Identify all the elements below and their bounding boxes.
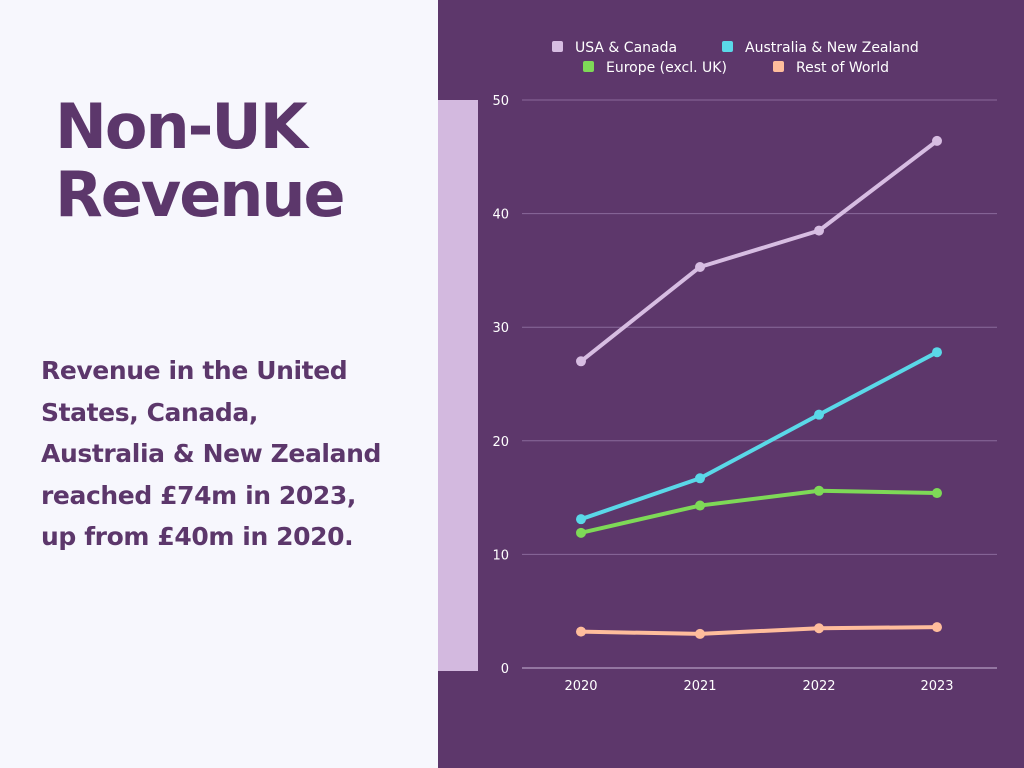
legend-swatch — [722, 41, 733, 52]
x-tick-label: 2022 — [802, 679, 835, 694]
page-title-line-1: Non-UK — [55, 90, 308, 163]
legend-label: Europe (excl. UK) — [606, 60, 727, 76]
legend-label: Rest of World — [796, 60, 889, 76]
series-4-point — [814, 623, 824, 634]
series-3-point — [932, 488, 942, 499]
series-line-2 — [579, 350, 939, 522]
series-3-point — [814, 485, 824, 496]
grid-lines — [522, 99, 997, 669]
series-1-point — [814, 225, 824, 236]
series-line-4 — [579, 625, 939, 636]
summary-line-2: States, Canada, — [41, 397, 258, 427]
chart-legend: USA & Canada Australia & New Zealand Europ… — [552, 40, 919, 76]
series-2-point — [695, 473, 705, 484]
x-tick-label: 2020 — [564, 679, 597, 694]
series-line-1 — [579, 138, 939, 364]
summary-line-1: Revenue in the United — [41, 356, 348, 385]
series-4-point — [576, 626, 586, 637]
left-panel: Non-UK Revenue Revenue in the United Sta… — [0, 0, 438, 768]
legend-label: USA & Canada — [575, 40, 677, 56]
summary-line-5: up from £40m in 2020. — [41, 522, 354, 551]
summary-text: Revenue in the United States, Canada, Au… — [41, 350, 431, 558]
series-1-point — [932, 135, 942, 146]
legend-swatch — [583, 61, 594, 72]
series-lines — [576, 135, 942, 639]
y-tick-label: 30 — [492, 321, 509, 336]
axis-labels: 0 10 20 30 40 50 2020 2021 2022 2023 — [492, 94, 953, 694]
page-title: Non-UK Revenue — [55, 93, 425, 229]
series-3-point — [695, 500, 705, 511]
legend-swatch — [773, 61, 784, 72]
series-line-3 — [579, 488, 939, 535]
y-tick-label: 0 — [501, 662, 509, 677]
legend-swatch — [552, 41, 563, 52]
series-4-point — [932, 622, 942, 633]
summary-line-4: reached £74m in 2023, — [41, 480, 357, 510]
y-tick-label: 40 — [492, 208, 509, 223]
y-tick-label: 10 — [492, 548, 509, 563]
series-1-point — [576, 356, 586, 367]
legend-label: Australia & New Zealand — [745, 40, 919, 56]
y-tick-label: 20 — [492, 435, 509, 450]
accent-bar — [438, 100, 478, 671]
y-tick-label: 50 — [492, 94, 509, 109]
summary-line-3: Australia & New Zealand — [41, 439, 381, 468]
chart-panel — [438, 0, 1024, 768]
series-2-point — [814, 409, 824, 420]
series-4-point — [695, 628, 705, 639]
page-title-line-2: Revenue — [55, 158, 346, 231]
x-tick-label: 2023 — [920, 679, 953, 694]
series-3-point — [576, 527, 586, 538]
x-tick-label: 2021 — [683, 679, 716, 694]
series-2-point — [576, 514, 586, 525]
series-1-point — [695, 261, 705, 272]
series-2-point — [932, 347, 942, 358]
